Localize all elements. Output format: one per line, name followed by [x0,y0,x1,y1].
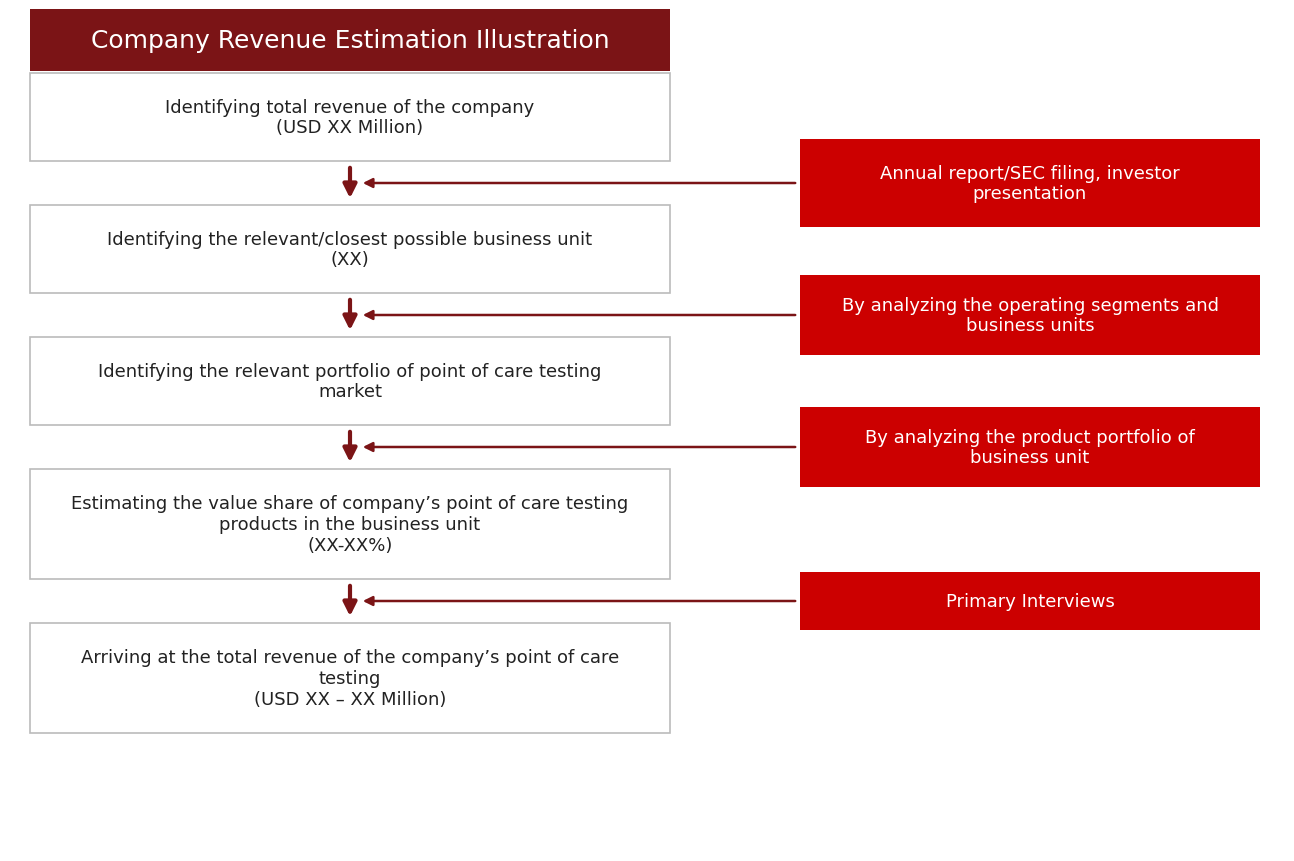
Text: By analyzing the product portfolio of
business unit: By analyzing the product portfolio of bu… [866,428,1194,467]
Text: Primary Interviews: Primary Interviews [946,592,1114,610]
Bar [30,469,670,579]
Text: Identifying the relevant/closest possible business unit
(XX): Identifying the relevant/closest possibl… [107,231,593,269]
Bar [30,338,670,425]
Bar [800,573,1260,630]
Text: Annual report/SEC filing, investor
presentation: Annual report/SEC filing, investor prese… [880,164,1180,203]
Bar [800,407,1260,487]
Text: Estimating the value share of company’s point of care testing
products in the bu: Estimating the value share of company’s … [71,494,629,554]
Bar [30,74,670,162]
Text: Identifying total revenue of the company
(USD XX Million): Identifying total revenue of the company… [166,98,534,137]
Text: Arriving at the total revenue of the company’s point of care
testing
(USD XX – X: Arriving at the total revenue of the com… [80,648,619,708]
Text: Company Revenue Estimation Illustration: Company Revenue Estimation Illustration [91,29,609,53]
Bar [800,276,1260,356]
Text: Identifying the relevant portfolio of point of care testing
market: Identifying the relevant portfolio of po… [98,362,602,401]
Bar [800,139,1260,228]
Bar [30,10,670,72]
Bar [30,623,670,734]
Text: By analyzing the operating segments and
business units: By analyzing the operating segments and … [841,296,1219,335]
Bar [30,206,670,294]
